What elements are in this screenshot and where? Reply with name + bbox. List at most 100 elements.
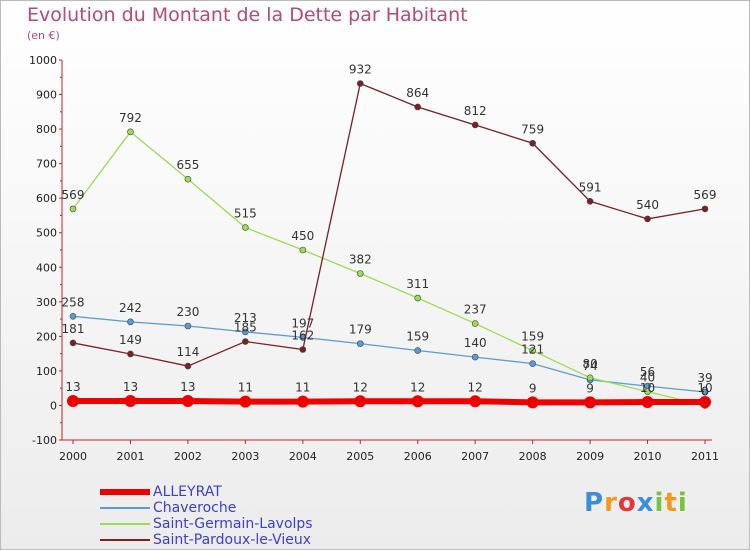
data-label: 591 [579,180,602,194]
data-label: 932 [349,62,372,76]
data-point [414,347,422,354]
data-point [529,347,536,354]
data-label: 213 [234,311,257,325]
data-point [67,394,79,407]
legend-label-saint-germain-lavolps: Saint-Germain-Lavolps [153,516,313,532]
data-point [184,362,192,370]
data-point [127,350,134,358]
data-label: 159 [406,330,429,344]
logo-letter: o [617,488,637,518]
data-point [469,395,482,408]
legend-swatch-saint-pardoux-le-vieux [100,539,150,541]
data-point [526,396,539,409]
y-tick-label: 400 [36,261,57,274]
data-label: 9 [529,381,537,395]
data-label: 655 [176,158,199,172]
data-point [641,396,654,408]
data-label: 197 [291,316,314,330]
y-tick-label: 800 [36,123,57,136]
data-point [471,320,479,327]
data-point [242,224,249,231]
data-label: 540 [636,198,659,212]
x-tick-label: 2005 [346,450,374,463]
data-point [184,322,192,330]
x-tick-label: 2006 [404,450,432,463]
data-label: 311 [406,277,429,291]
data-point [184,175,192,183]
data-label: 864 [406,86,429,100]
logo-letter: i [677,488,688,518]
data-label: 179 [349,323,372,337]
data-label: 114 [176,345,199,359]
data-point [644,215,651,223]
data-point [586,197,594,205]
legend-swatch-alleyrat [100,489,150,495]
data-label: 74 [582,359,597,373]
data-label: 230 [176,305,199,319]
data-point [69,205,77,213]
data-point [699,396,711,408]
logo-letter: i [654,488,665,518]
data-point [701,205,709,213]
data-point [411,395,424,408]
data-point [471,353,479,361]
y-tick-label: 300 [36,296,57,309]
data-label: 12 [468,380,483,394]
data-point [701,388,709,396]
data-label: 13 [65,380,80,394]
data-point [127,318,134,326]
x-tick-label: 2003 [231,450,259,463]
data-label: 515 [234,207,257,221]
y-tick-label: 500 [36,227,57,240]
data-label: 382 [349,252,372,266]
data-label: 140 [464,336,487,350]
data-label: 569 [694,188,717,202]
legend-swatch-chaveroche [100,507,150,509]
data-point [644,388,651,395]
data-label: 450 [291,229,314,243]
data-point [127,128,134,136]
data-point [529,139,536,147]
data-point [124,394,137,407]
data-label: 10 [640,381,655,395]
y-tick-label: 900 [36,89,57,102]
data-label: 149 [119,333,142,347]
data-point [181,394,194,407]
chart-title: Evolution du Montant de la Dette par Hab… [27,4,468,26]
data-point [239,395,252,408]
legend-label-chaveroche: Chaveroche [153,500,237,516]
data-label: 80 [582,357,597,371]
data-label: 237 [464,303,487,317]
x-tick-label: 2011 [691,450,719,463]
legend-label-saint-pardoux-le-vieux: Saint-Pardoux-le-Vieux [153,532,311,548]
data-label: 9 [586,381,594,395]
x-tick-label: 2009 [576,450,604,463]
logo-letter: x [636,488,655,518]
series-line-alleyrat [73,397,705,406]
series-line-chaveroche [72,315,706,393]
data-label: 121 [521,343,544,357]
data-point [69,339,77,347]
data-point [299,346,307,353]
legend-label-alleyrat: ALLEYRAT [153,484,222,500]
legend-swatch-saint-germain-lavolps [100,523,150,525]
data-point [69,313,77,320]
data-label: 162 [291,328,314,342]
data-label: 258 [62,295,85,309]
x-tick-label: 2007 [461,450,489,463]
data-label: 159 [521,330,544,344]
data-label: 11 [295,381,310,395]
data-label: 40 [640,371,655,385]
x-tick-label: 2002 [174,450,202,463]
data-point [242,328,249,336]
data-label: 10 [697,381,712,395]
x-tick-label: 2008 [519,450,547,463]
y-tick-label: 700 [36,158,57,171]
data-label: 13 [180,380,195,394]
data-label: 12 [353,380,368,394]
data-point [586,374,594,382]
series-line-saint-germain-lavolps [72,130,706,407]
data-point [354,395,367,408]
logo-letter: P [584,488,605,518]
